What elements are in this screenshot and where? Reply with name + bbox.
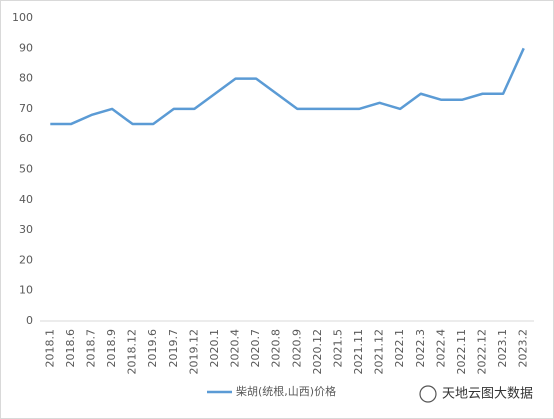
x-tick-label: 2018.1 <box>43 329 56 368</box>
x-tick-label: 2022.4 <box>434 329 447 368</box>
x-tick-label: 2021.11 <box>352 329 365 375</box>
y-tick-label: 10 <box>19 284 33 297</box>
x-tick-label: 2022.12 <box>476 329 489 375</box>
x-tick-label: 2020.12 <box>311 329 324 375</box>
x-tick-label: 2020.7 <box>249 329 262 368</box>
y-tick-label: 70 <box>19 102 33 115</box>
y-tick-label: 20 <box>19 253 33 266</box>
x-tick-label: 2022.11 <box>455 329 468 375</box>
x-tick-label: 2019.6 <box>146 329 159 368</box>
watermark-icon <box>419 385 437 403</box>
x-tick-label: 2019.7 <box>167 329 180 368</box>
y-tick-label: 100 <box>12 11 33 24</box>
x-tick-label: 2021.12 <box>373 329 386 375</box>
x-tick-label: 2020.1 <box>208 329 221 368</box>
x-tick-label: 2020.4 <box>229 329 242 368</box>
x-tick-label: 2023.2 <box>517 329 530 368</box>
x-tick-label: 2020.9 <box>290 329 303 368</box>
watermark-text: 天地云图大数据 <box>442 387 533 402</box>
x-tick-label: 2023.1 <box>496 329 509 368</box>
x-tick-label: 2018.9 <box>105 329 118 368</box>
y-tick-label: 60 <box>19 132 33 145</box>
watermark: 天地云图大数据 <box>419 385 533 403</box>
y-tick-label: 0 <box>26 314 33 327</box>
x-tick-label: 2022.3 <box>414 329 427 368</box>
y-tick-label: 50 <box>19 163 33 176</box>
x-tick-label: 2019.12 <box>187 329 200 375</box>
y-tick-label: 80 <box>19 72 33 85</box>
y-tick-label: 90 <box>19 41 33 54</box>
x-tick-label: 2018.7 <box>84 329 97 368</box>
x-tick-label: 2018.12 <box>126 329 139 375</box>
y-tick-label: 40 <box>19 193 33 206</box>
x-tick-label: 2021.5 <box>331 329 344 368</box>
x-tick-label: 2022.1 <box>393 329 406 368</box>
x-tick-label: 2018.6 <box>64 329 77 368</box>
legend-label: 柴胡(统根,山西)价格 <box>236 384 336 398</box>
y-tick-label: 30 <box>19 223 33 236</box>
series-line <box>50 47 525 126</box>
x-tick-label: 2020.8 <box>270 329 283 368</box>
